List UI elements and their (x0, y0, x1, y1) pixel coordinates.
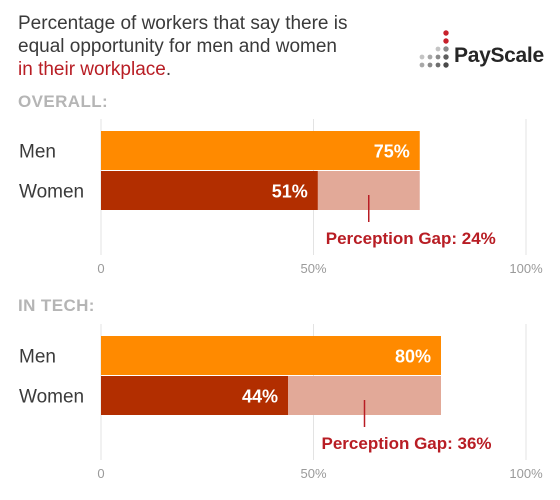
in-tech-chart: Men Women 80% 44% Perception Gap: 36% 0 50% 100… (19, 324, 543, 481)
title-end: . (165, 59, 172, 80)
logo-text: PayScale (454, 44, 544, 67)
title-highlight: in their workplace (18, 59, 166, 80)
x-tick-label: 50% (300, 261, 326, 276)
payscale-logo: PayScale (416, 30, 546, 74)
category-label: Women (19, 182, 84, 203)
bar-men (101, 336, 441, 375)
bar-women (101, 376, 288, 415)
value-label: 44% (242, 387, 278, 407)
value-label: 80% (395, 347, 431, 367)
value-label: 75% (374, 142, 410, 162)
category-label: Men (19, 142, 56, 163)
section-label-in-tech: IN TECH: (18, 296, 95, 315)
perception-gap-label: Perception Gap: 36% (322, 434, 492, 453)
title-line-1: Percentage of workers that say there is (18, 13, 348, 34)
category-label: Women (19, 387, 84, 408)
value-label: 51% (272, 182, 308, 202)
bar-women (101, 171, 318, 210)
x-tick-label: 100% (509, 466, 543, 481)
category-label: Men (19, 347, 56, 368)
payscale-dots-icon (419, 30, 449, 68)
bar-men (101, 131, 420, 170)
title-line-2: equal opportunity for men and women (18, 36, 337, 57)
x-tick-label: 100% (509, 261, 543, 276)
x-tick-label: 0 (97, 261, 104, 276)
perception-gap-label: Perception Gap: 24% (326, 229, 496, 248)
overall-chart: Men Women 75% 51% Perception Gap: 24% 0 50% 100… (19, 119, 543, 276)
section-label-overall: OVERALL: (18, 92, 109, 111)
x-tick-label: 0 (97, 466, 104, 481)
x-tick-label: 50% (300, 466, 326, 481)
chart-title: Percentage of workers that say there is e… (18, 12, 398, 81)
